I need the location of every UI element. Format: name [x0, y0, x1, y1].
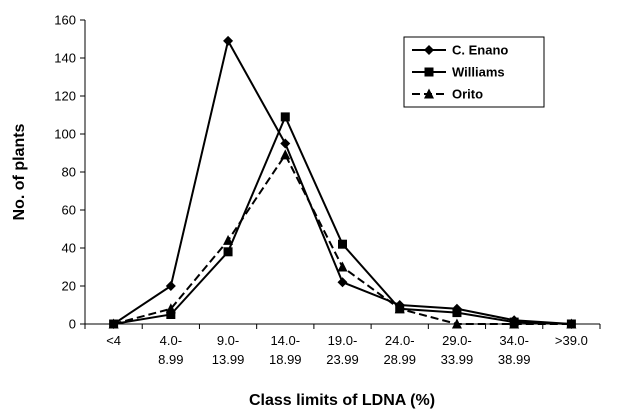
x-axis-ticks: <4 4.0-8.99 9.0-13.99 14.0-18.99 19.0-23.99 2… [84, 324, 601, 367]
legend-label: C. Enano [452, 43, 508, 58]
x-tick-label: 24.0-28.99 [383, 333, 416, 367]
y-tick-label: 20 [62, 279, 76, 294]
data-point [337, 277, 348, 288]
data-point [337, 261, 348, 272]
y-tick-label: 100 [54, 127, 76, 142]
data-point [452, 308, 462, 318]
x-axis-title: Class limits of LDNA (%) [249, 392, 435, 409]
series-layer [108, 35, 577, 329]
data-point [166, 310, 176, 319]
y-tick-label: 40 [62, 241, 76, 256]
data-point [223, 35, 234, 46]
data-point [108, 318, 119, 329]
y-axis-ticks: 0 20 40 60 80 100 120 140 160 [54, 13, 85, 332]
data-point [165, 303, 176, 314]
y-tick-label: 120 [54, 89, 76, 104]
legend-marker [424, 88, 434, 99]
data-point [451, 318, 462, 329]
y-tick-label: 160 [54, 13, 76, 28]
x-tick-label: 4.0-8.99 [158, 333, 183, 367]
x-tick-label: 29.0-33.99 [441, 333, 474, 367]
data-point [394, 303, 405, 314]
data-point [280, 112, 290, 122]
legend-marker [424, 45, 434, 55]
series-orito [108, 149, 577, 329]
x-tick-label: <4 [106, 333, 121, 348]
legend: C. Enano Williams Orito [403, 36, 545, 108]
legend-marker [424, 67, 434, 77]
x-tick-label: 9.0-13.99 [212, 333, 245, 367]
x-tick-label: 34.0-38.99 [498, 333, 531, 367]
data-point [280, 149, 291, 160]
legend-label: Orito [452, 87, 483, 102]
x-tick-label: 19.0-23.99 [326, 333, 359, 367]
y-axis-title: No. of plants [11, 123, 28, 220]
legend-label: Williams [452, 65, 505, 80]
series-line [113, 114, 572, 325]
y-tick-label: 80 [62, 165, 76, 180]
series-williams [109, 112, 576, 329]
y-tick-label: 60 [62, 203, 76, 218]
data-point [223, 234, 234, 245]
data-point [509, 318, 520, 329]
data-point [165, 281, 176, 291]
data-point [223, 247, 233, 257]
data-point [338, 239, 347, 249]
data-point [566, 318, 577, 329]
x-tick-label: 14.0-18.99 [269, 333, 302, 367]
data-point [280, 138, 291, 149]
x-tick-label: >39.0 [555, 333, 588, 348]
y-tick-label: 140 [54, 51, 76, 66]
y-tick-label: 0 [69, 317, 76, 332]
